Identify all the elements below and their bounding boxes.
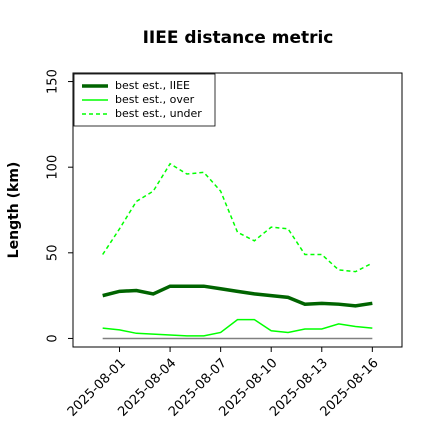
y-tick-label: 150 <box>46 69 61 94</box>
y-tick-label: 100 <box>46 155 61 180</box>
y-tick-label: 50 <box>46 245 61 262</box>
chart-title: IIEE distance metric <box>143 28 334 48</box>
legend-label: best est., under <box>115 107 202 120</box>
data-line <box>102 162 373 273</box>
data-line <box>102 284 373 308</box>
y-tick-label: 0 <box>46 334 61 342</box>
data-line <box>102 318 373 337</box>
legend-label: best est., IIEE <box>115 79 190 92</box>
plot-frame <box>72 72 403 348</box>
y-axis-label: Length (km) <box>6 162 22 259</box>
legend-label: best est., over <box>115 93 195 106</box>
